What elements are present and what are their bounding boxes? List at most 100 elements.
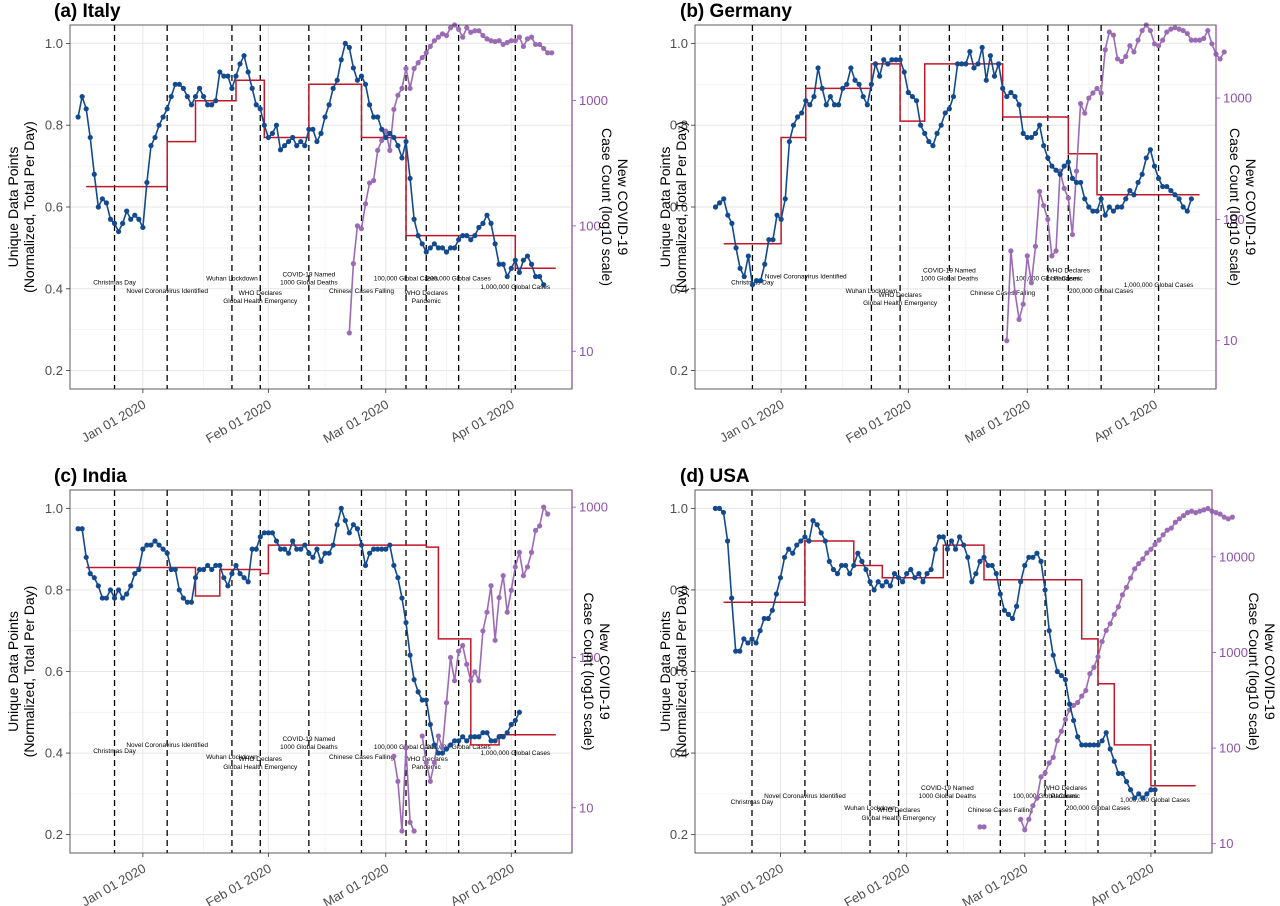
unique-data-point: [1111, 758, 1117, 764]
event-label-c200k: 200,000 Global Cases: [1066, 805, 1131, 812]
unique-data-point: [1057, 171, 1063, 177]
unique-data-point: [936, 534, 942, 540]
unique-data-point: [1079, 742, 1085, 748]
unique-data-point: [326, 102, 332, 108]
unique-data-point: [781, 554, 788, 560]
unique-data-point: [257, 534, 263, 540]
unique-data-point: [786, 546, 792, 552]
unique-data-point: [729, 595, 735, 601]
case-count-point: [435, 733, 442, 739]
unique-data-point: [1095, 742, 1101, 748]
case-count-point: [1032, 243, 1039, 249]
right-axis-title: New COVID-19Case Count (log10 scale): [599, 128, 631, 286]
unique-data-point: [213, 98, 219, 104]
unique-data-point: [431, 241, 437, 247]
unique-data-point: [427, 721, 433, 728]
unique-data-point: [298, 546, 304, 552]
unique-data-point: [1151, 163, 1158, 169]
left-tick-label: 0.8: [45, 582, 63, 597]
grid-lines: [70, 490, 572, 853]
event-label-wuhan: Wuhan Lockdown: [206, 276, 258, 283]
unique-data-point: [1018, 579, 1024, 585]
unique-data-point: [423, 249, 429, 255]
unique-data-point: [403, 138, 409, 145]
unique-data-point: [338, 57, 344, 63]
unique-data-point: [87, 134, 93, 141]
case-count-point: [460, 642, 466, 649]
unique-data-point: [989, 562, 995, 569]
left-axis-title-line1: Unique Data Points: [5, 147, 21, 268]
unique-data-point: [184, 599, 191, 605]
unique-data-point: [115, 587, 122, 593]
unique-data-point: [819, 85, 825, 91]
event-label-named: COVID-19 Named: [282, 736, 335, 743]
unique-data-point: [87, 571, 93, 577]
left-tick-label: 0.4: [45, 746, 63, 761]
case-count-point: [1160, 37, 1166, 43]
unique-data-point: [209, 102, 215, 108]
unique-data-point: [314, 546, 320, 552]
left-axis-title: Unique Data Points(Normalized, Total Per…: [5, 586, 37, 758]
event-label-who_emergency: WHO Declares: [239, 290, 283, 297]
unique-data-point: [979, 44, 985, 51]
unique-data-point: [330, 85, 336, 91]
unique-data-point: [826, 558, 832, 564]
unique-data-point: [277, 147, 284, 153]
case-count-point: [1012, 289, 1018, 296]
unique-data-point: [196, 566, 203, 573]
unique-data-point: [1030, 554, 1036, 560]
right-axis: 10 100 1000 10000: [1212, 549, 1255, 851]
unique-data-point: [1075, 734, 1081, 740]
case-count-point: [512, 38, 518, 44]
unique-data-point: [508, 721, 514, 728]
unique-data-point: [500, 261, 506, 267]
unique-data-point: [782, 196, 788, 202]
case-count-point: [1016, 316, 1022, 322]
case-count-point: [1156, 537, 1162, 543]
unique-data-point: [140, 224, 146, 231]
case-count-series: [1004, 22, 1227, 344]
case-count-point: [1030, 803, 1036, 809]
case-count-point: [476, 28, 482, 34]
right-axis-title-line2: Case Count (log10 scale): [581, 593, 597, 751]
unique-data-point: [132, 212, 138, 218]
unique-data-point: [306, 126, 312, 132]
case-count-point: [1107, 621, 1113, 627]
unique-data-point: [855, 550, 861, 556]
step-series: [723, 540, 1196, 787]
unique-data-point: [942, 110, 948, 116]
unique-data-point: [217, 562, 223, 569]
unique-data-point: [749, 636, 755, 642]
unique-data-point: [395, 575, 401, 581]
unique-data-point: [435, 750, 442, 756]
unique-data-point: [334, 522, 340, 528]
case-count-point: [537, 41, 543, 48]
left-axis-title-line2: (Normalized, Total Per Day): [21, 121, 37, 293]
unique-data-point: [753, 640, 759, 646]
unique-data-point: [350, 522, 356, 528]
unique-data-point: [407, 175, 413, 181]
case-count-point: [1172, 519, 1178, 525]
unique-data-point: [330, 542, 336, 548]
unique-data-point: [920, 579, 926, 585]
case-count-point: [439, 745, 446, 751]
unique-data-point: [912, 575, 918, 581]
left-tick-label: 0.2: [45, 827, 63, 842]
left-tick-label: 0.4: [670, 281, 688, 296]
unique-data-point: [500, 734, 506, 740]
unique-data-point: [1041, 143, 1047, 149]
unique-data-point: [745, 253, 751, 259]
unique-data-point: [387, 542, 393, 548]
unique-data-point: [184, 93, 191, 100]
unique-data-point: [897, 57, 903, 63]
case-count-point: [537, 523, 543, 529]
unique-data-point: [209, 566, 215, 573]
unique-data-point: [1020, 130, 1026, 136]
unique-data-point: [111, 595, 118, 601]
unique-data-point: [375, 114, 381, 120]
case-count-point: [1136, 560, 1142, 567]
case-count-point: [379, 137, 385, 144]
case-count-point: [1131, 49, 1137, 55]
case-count-point: [1054, 737, 1060, 744]
